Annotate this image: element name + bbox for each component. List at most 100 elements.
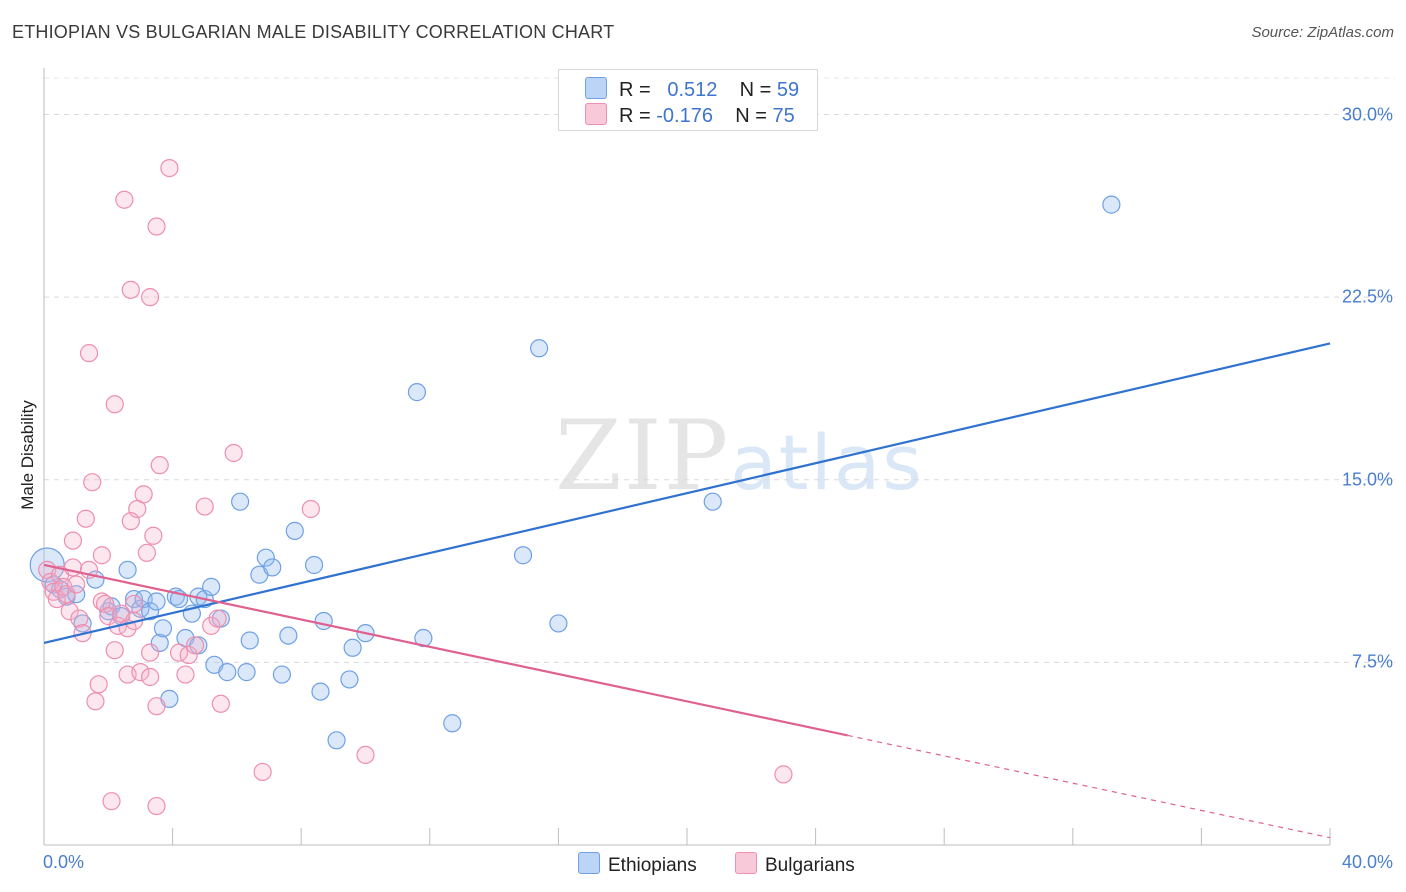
n-label: N = [735,105,767,127]
ethiopian-point [279,626,298,645]
bulgarians-trend-extension [847,734,1331,839]
ethiopian-point [237,663,256,682]
ethiopian-point [304,555,324,575]
ethiopian-point [703,492,722,511]
bulgarians-trend-line [43,563,848,737]
bulgarian-point [137,543,156,562]
bulgarian-point [147,217,166,236]
bulgarian-point [301,499,320,519]
bulgarian-point [83,473,102,492]
legend-row-ethiopians: R = 0.512 N = 59 [585,77,800,101]
bulgarian-point [202,616,221,635]
bulgarian-point [89,675,108,694]
bulgarian-point [102,792,121,811]
bulgarian-point [67,575,86,594]
ethiopian-point [530,339,549,358]
ethiopian-point [73,614,92,633]
n-value: 75 [772,105,795,127]
r-label: R = [619,79,651,101]
bulgarian-point [60,602,79,621]
legend-item-bulgarians: Bulgarians [735,852,855,877]
bulgarian-point [57,585,76,604]
ethiopian-point [153,619,173,638]
bulgarian-point [140,643,160,662]
bulgarian-point [774,765,793,784]
ethiopians-trend-line [43,342,1331,644]
gridlines [44,77,1395,663]
bulgarian-point [224,443,243,463]
bulgarian-point [147,796,166,816]
ethiopians-swatch-icon [585,77,607,99]
ethiopian-point [263,558,282,577]
bulgarian-point [134,485,153,504]
bulgarian-point [179,645,198,665]
bulgarian-point [140,667,160,687]
bulgarian-point [105,641,124,660]
bulgarian-point [124,594,144,614]
ethiopian-point [124,589,144,609]
chart-title: ETHIOPIAN VS BULGARIAN MALE DISABILITY C… [12,22,615,42]
bulgarian-point [79,344,99,363]
bulgarian-point [131,663,150,682]
ethiopian-point [549,614,568,633]
ethiopian-point [327,731,346,750]
ethiopians-legend-icon [578,852,600,874]
bulgarian-point [211,694,230,713]
bulgarian-point [121,280,140,299]
source-label: Source: ZipAtlas.com [1251,24,1394,41]
ethiopian-point [314,611,333,631]
bulgarian-point [160,158,179,178]
y-tick-label: 15.0% [1341,469,1393,490]
ethiopian-point [340,670,359,689]
bulgarian-point [150,456,169,475]
ethiopian-point [240,631,259,650]
ethiopian-point [118,560,137,579]
ethiopians-points [29,195,1121,750]
n-label: N = [739,79,772,101]
ethiopian-point [343,638,362,657]
bulgarian-point [86,692,105,711]
r-label: R = [619,105,651,127]
ethiopian-point [140,602,160,621]
bulgarian-point [115,190,134,209]
n-value: 59 [776,79,800,101]
ethiopian-point [202,577,221,596]
axes [43,68,1331,846]
legend-label-ethiopians: Ethiopians [608,855,697,876]
watermark-atlas: atlas [730,418,924,507]
y-tick-label: 7.5% [1351,651,1393,672]
x-tick-min: 0.0% [43,852,85,872]
ethiopian-point [150,633,169,653]
bulgarian-point [63,531,83,550]
bulgarian-point [195,497,214,516]
y-tick-label: 22.5% [1341,286,1393,307]
watermark-zip: ZIP [555,400,731,512]
r-value: 0.512 [667,79,718,101]
ethiopian-point [231,492,250,511]
bulgarian-point [208,609,227,628]
ethiopian-point [272,665,292,684]
bulgarian-point [147,697,166,716]
correlation-legend: R = 0.512 N = 59 R = -0.176 N = 75 [558,69,818,131]
bulgarian-point [144,526,163,545]
ethiopian-point [1102,195,1121,214]
bulgarian-point [356,745,375,765]
bulgarian-point [70,609,89,628]
ethiopian-point [311,682,330,701]
bulgarians-swatch-icon [585,103,607,125]
ethiopian-point [285,521,304,540]
ethiopian-point [513,546,533,565]
bulgarians-legend-icon [735,852,757,874]
bulgarian-point [176,665,195,684]
bulgarians-points [38,158,793,816]
bulgarian-point [253,762,272,782]
ethiopian-point [407,383,427,402]
ethiopian-point [147,592,166,611]
bulgarian-point [140,288,160,307]
legend-item-ethiopians: Ethiopians [578,852,697,877]
ethiopian-point [256,548,275,567]
bulgarian-point [76,509,95,528]
watermark: ZIPatlas [555,400,924,512]
trend-lines [43,342,1331,839]
